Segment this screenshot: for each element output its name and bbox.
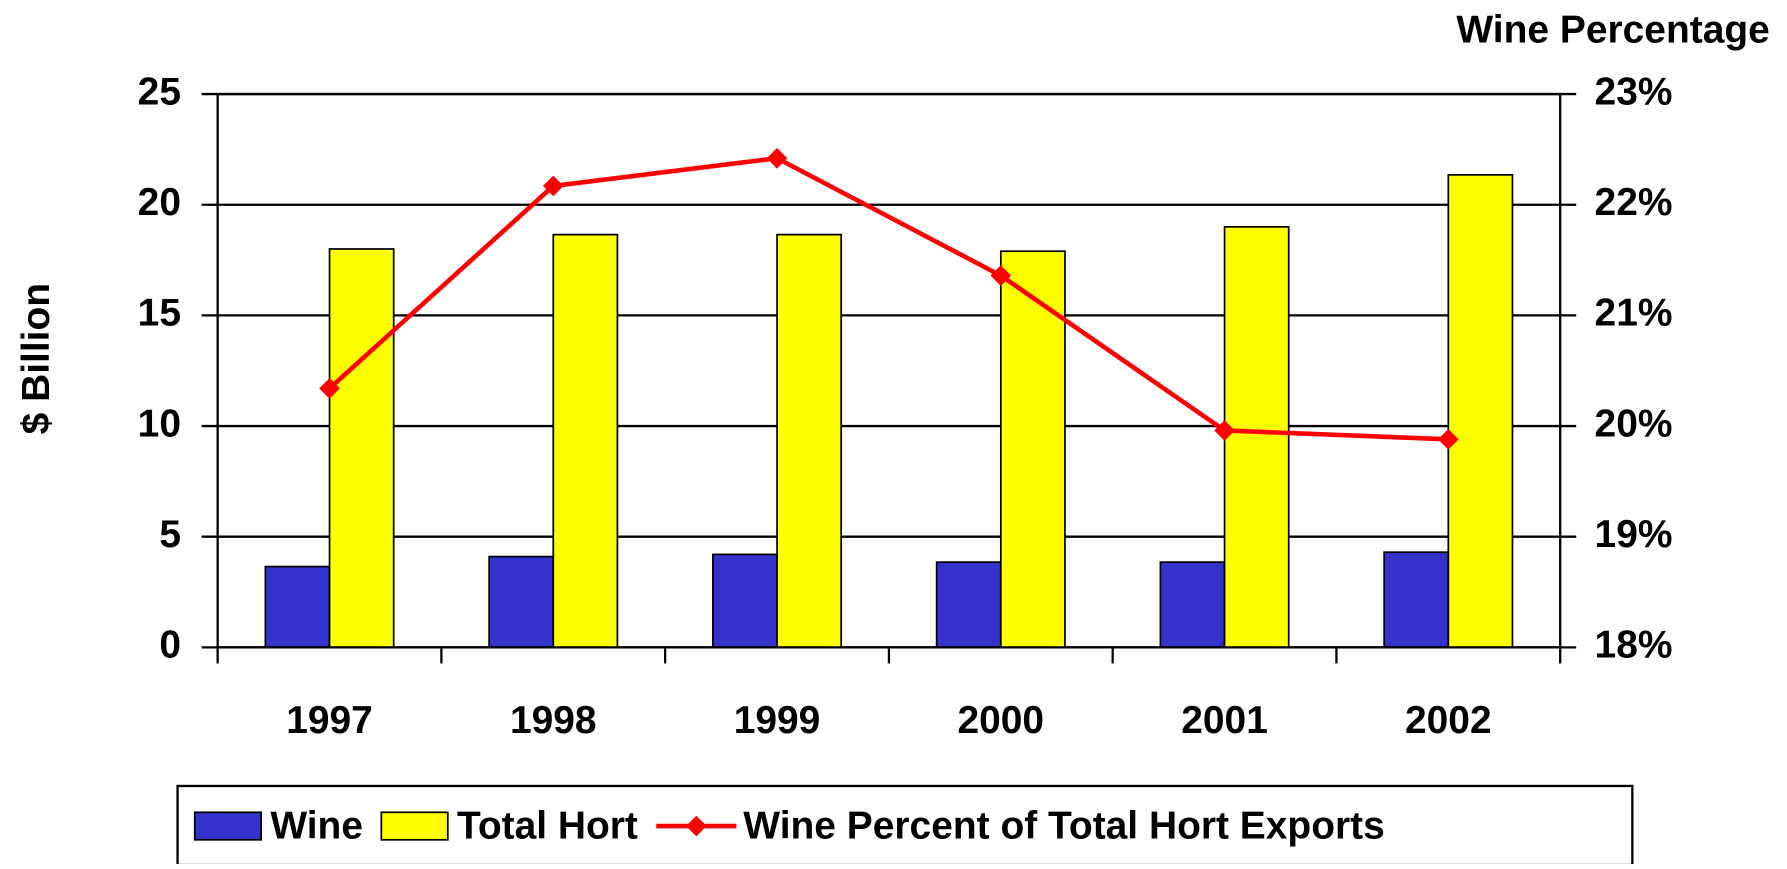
y2-axis-title: Wine Percentage: [1456, 8, 1769, 51]
x-tick-label: 1998: [510, 699, 597, 742]
legend-label: Total Hort: [457, 805, 638, 848]
line-marker: [1438, 429, 1459, 450]
bar: [776, 233, 843, 649]
y2-tick-label: 21%: [1595, 292, 1673, 335]
x-tick-label: 2000: [957, 699, 1044, 742]
y-tick-label: 20: [138, 181, 181, 224]
y-tick-label: 0: [159, 624, 181, 667]
bar: [264, 565, 331, 649]
y2-tick-label: 18%: [1595, 624, 1673, 667]
line-marker: [319, 378, 340, 399]
y-tick-label: 10: [138, 402, 181, 445]
legend-swatch: [193, 811, 263, 841]
bar: [1383, 551, 1450, 649]
bar: [1159, 561, 1226, 649]
y2-tick-label: 19%: [1595, 513, 1673, 556]
bar: [488, 555, 555, 649]
y-tick-label: 25: [138, 70, 181, 113]
y2-tick-label: 22%: [1595, 181, 1673, 224]
bar: [1223, 226, 1290, 649]
x-tick-label: 2001: [1181, 699, 1268, 742]
bar: [712, 553, 778, 649]
bar: [328, 248, 395, 649]
bar: [552, 233, 619, 649]
legend-label: Wine Percent of Total Hort Exports: [743, 805, 1384, 848]
legend-label: Wine: [270, 805, 363, 848]
x-tick-label: 1999: [734, 699, 821, 742]
x-tick-label: 2002: [1405, 699, 1492, 742]
bar: [1447, 173, 1514, 649]
line-marker: [990, 265, 1012, 286]
y2-tick-label: 20%: [1595, 402, 1673, 445]
x-tick-label: 1997: [286, 699, 373, 742]
y2-tick-label: 23%: [1595, 70, 1673, 113]
legend-swatch: [380, 811, 449, 841]
line-marker: [766, 147, 788, 169]
line: [327, 155, 1449, 442]
bar: [935, 561, 1002, 649]
y-tick-label: 15: [138, 292, 181, 335]
y-tick-label: 5: [159, 513, 181, 556]
y-axis-title: $ Billion: [15, 283, 58, 434]
plot-frame: [216, 92, 1562, 649]
